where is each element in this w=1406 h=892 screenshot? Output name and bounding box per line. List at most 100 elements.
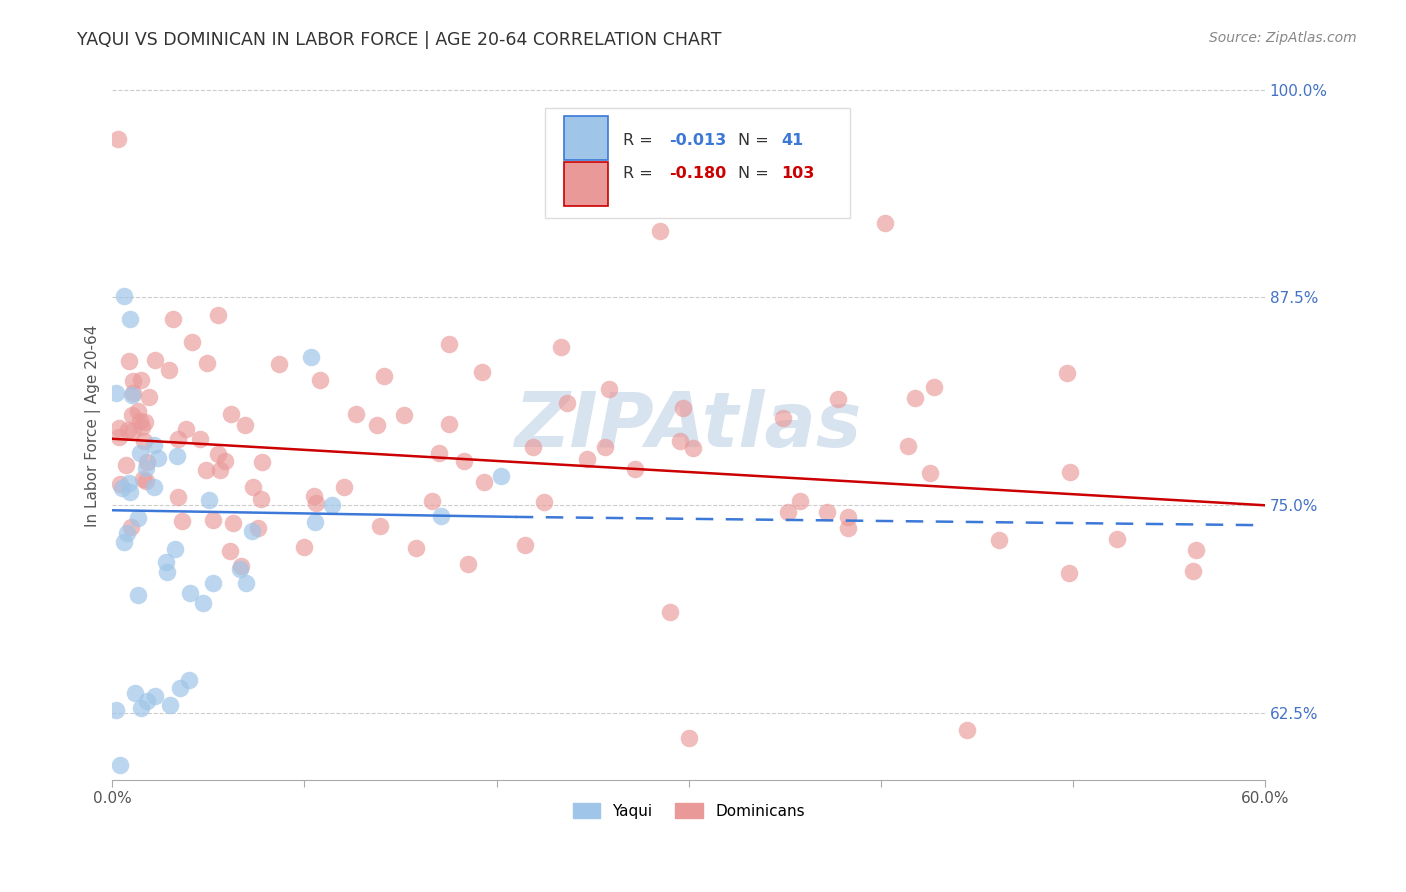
Point [143,352,166,367]
Point [427,446,450,460]
Point [165,541,187,556]
Text: -0.180: -0.180 [669,166,727,181]
Point [135,461,157,475]
Point [1056,366,1078,380]
Point [219,544,242,558]
Point [249,491,271,506]
Point [557,396,579,410]
Point [207,309,229,323]
Text: N =: N = [738,133,769,148]
Text: R =: R = [623,133,658,148]
Point [112,535,135,549]
Point [394,409,416,423]
Point [117,423,139,437]
Point [118,354,141,368]
Point [671,401,693,415]
Point [873,216,896,230]
Point [368,519,391,533]
Point [789,493,811,508]
Point [1105,532,1128,546]
Text: N =: N = [738,166,769,181]
Point [176,422,198,436]
Point [121,388,143,402]
Y-axis label: In Labor Force | Age 20-64: In Labor Force | Age 20-64 [86,325,101,527]
Point [240,524,263,538]
Point [956,723,979,737]
Point [648,224,671,238]
Point [778,505,800,519]
Point [344,407,367,421]
Point [112,289,135,303]
Point [1059,465,1081,479]
Point [118,312,141,326]
Point [167,490,190,504]
Point [121,385,143,400]
Point [198,493,221,508]
FancyBboxPatch shape [544,108,851,218]
Point [167,433,190,447]
Point [117,525,139,540]
Point [107,132,129,146]
Point [304,516,326,530]
Point [111,481,134,495]
Point [988,533,1011,547]
Point [155,555,177,569]
Point [120,485,142,500]
Point [292,540,315,554]
FancyBboxPatch shape [564,116,607,160]
Point [420,494,443,508]
Point [515,538,537,552]
Point [181,335,204,350]
Point [471,365,494,379]
Point [127,403,149,417]
Point [108,420,131,434]
Point [127,511,149,525]
Point [904,391,927,405]
Point [188,432,211,446]
Text: 103: 103 [780,166,814,181]
Point [129,414,152,428]
Point [179,586,201,600]
Text: Source: ZipAtlas.com: Source: ZipAtlas.com [1209,31,1357,45]
Point [321,498,343,512]
Point [136,694,159,708]
Text: -0.013: -0.013 [669,133,727,148]
Point [159,698,181,712]
Point [593,440,616,454]
Point [678,731,700,745]
Point [114,458,136,473]
Point [107,430,129,444]
Point [179,673,201,687]
Point [302,489,325,503]
Point [127,589,149,603]
Point [1185,542,1208,557]
Legend: Yaqui, Dominicans: Yaqui, Dominicans [567,797,811,825]
Point [195,463,218,477]
Point [472,475,495,490]
Point [208,463,231,477]
Point [1182,564,1205,578]
Point [134,434,156,448]
Point [897,439,920,453]
Point [1057,566,1080,580]
Point [920,466,942,480]
Point [166,449,188,463]
Text: R =: R = [623,166,658,181]
Point [202,513,225,527]
Point [193,596,215,610]
Point [246,521,269,535]
FancyBboxPatch shape [564,162,607,206]
Point [222,516,245,530]
Text: YAQUI VS DOMINICAN IN LABOR FORCE | AGE 20-64 CORRELATION CHART: YAQUI VS DOMINICAN IN LABOR FORCE | AGE … [77,31,721,49]
Point [142,480,165,494]
Point [202,575,225,590]
Point [135,474,157,488]
Point [772,411,794,425]
Point [547,116,569,130]
Point [121,408,143,422]
Point [128,446,150,460]
Point [682,441,704,455]
Point [129,701,152,715]
Point [233,418,256,433]
Point [598,382,620,396]
